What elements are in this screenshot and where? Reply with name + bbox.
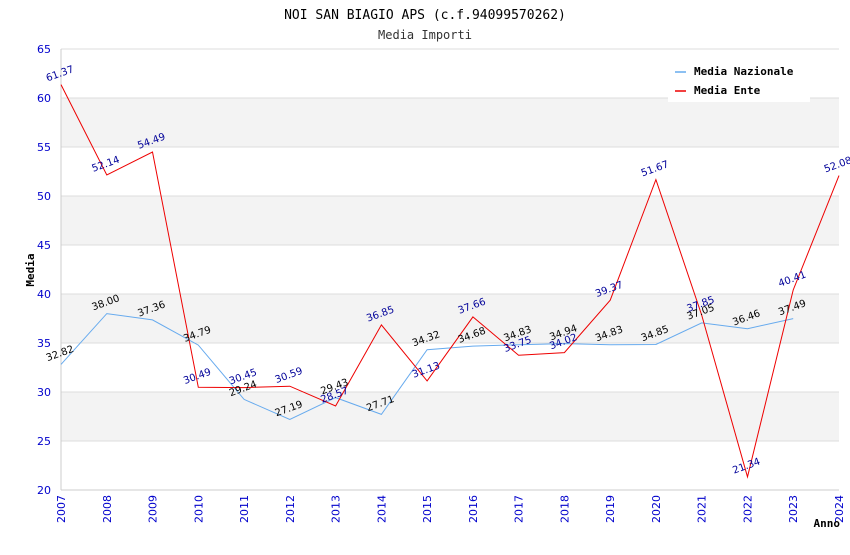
x-tick-label: 2009 <box>147 495 160 523</box>
plot-bands <box>61 49 839 490</box>
chart-title: NOI SAN BIAGIO APS (c.f.94099570262) <box>284 8 566 23</box>
gridlines <box>61 48 839 491</box>
x-tick-label: 2011 <box>238 495 251 523</box>
x-tick-label: 2024 <box>833 495 846 523</box>
legend-box <box>668 60 810 102</box>
legend-label-media-nazionale: Media Nazionale <box>694 65 794 78</box>
x-tick-label: 2016 <box>467 495 480 523</box>
plot-band <box>61 147 839 196</box>
y-tick-label: 60 <box>37 92 51 105</box>
legend-label-media-ente: Media Ente <box>694 84 761 97</box>
x-tick-label: 2020 <box>650 495 663 523</box>
plot-band <box>61 294 839 343</box>
y-tick-label: 30 <box>37 386 51 399</box>
x-tick-label: 2010 <box>192 495 205 523</box>
plot-band <box>61 196 839 245</box>
x-tick-label: 2018 <box>558 495 571 523</box>
y-tick-label: 25 <box>37 435 51 448</box>
x-tick-label: 2008 <box>101 495 114 523</box>
y-tick-label: 50 <box>37 190 51 203</box>
x-tick-label: 2022 <box>741 495 754 523</box>
x-tick-label: 2017 <box>513 495 526 523</box>
x-tick-label: 2015 <box>421 495 434 523</box>
y-tick-label: 20 <box>37 484 51 497</box>
plot-band <box>61 245 839 294</box>
x-tick-label: 2013 <box>330 495 343 523</box>
x-tick-label: 2012 <box>284 495 297 523</box>
plot-band <box>61 343 839 392</box>
tick-labels: 20 25 30 35 40 45 50 55 60 65 2007 2008 2009 2010 2011… <box>37 43 846 523</box>
series-lines <box>60 84 840 479</box>
x-tick-label: 2014 <box>375 495 388 523</box>
x-tick-label: 2007 <box>55 495 68 523</box>
legend: Media Nazionale Media Ente <box>668 60 810 102</box>
y-tick-label: 35 <box>37 337 51 350</box>
axes <box>60 49 839 491</box>
y-axis-label: Media <box>24 253 37 286</box>
y-tick-label: 45 <box>37 239 51 252</box>
y-tick-label: 55 <box>37 141 51 154</box>
y-tick-label: 40 <box>37 288 51 301</box>
x-tick-label: 2023 <box>787 495 800 523</box>
plot-band <box>61 392 839 441</box>
plot-band <box>61 98 839 147</box>
x-tick-label: 2021 <box>696 495 709 523</box>
plot-band <box>61 441 839 490</box>
x-tick-label: 2019 <box>604 495 617 523</box>
series-line-media-ente <box>60 84 840 479</box>
series-line-media-nazionale <box>60 313 794 421</box>
x-axis-label: Anno <box>814 517 841 530</box>
y-tick-label: 65 <box>37 43 51 56</box>
chart-subtitle: Media Importi <box>378 28 472 42</box>
